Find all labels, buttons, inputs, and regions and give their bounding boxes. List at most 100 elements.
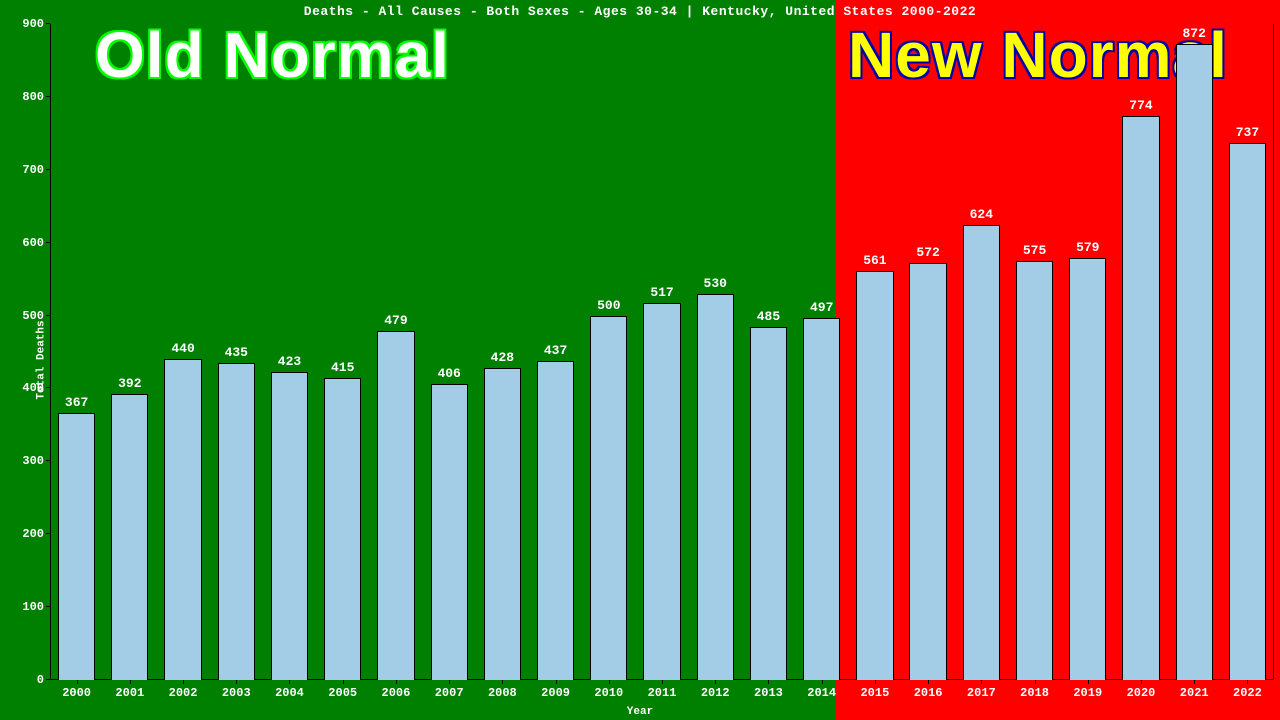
bar: 415	[324, 378, 361, 680]
bar-slot: 5002010	[582, 24, 635, 680]
bar-slot: 4792006	[369, 24, 422, 680]
bar-value-label: 415	[331, 360, 354, 375]
bar-slot: 7742020	[1114, 24, 1167, 680]
bar-value-label: 392	[118, 376, 141, 391]
x-tick-label: 2007	[435, 686, 464, 700]
x-tick-label: 2004	[275, 686, 304, 700]
bar-slot: 4282008	[476, 24, 529, 680]
bar-value-label: 437	[544, 343, 567, 358]
bar-value-label: 517	[650, 285, 673, 300]
x-tick-mark	[183, 680, 184, 684]
bar-slot: 4402002	[156, 24, 209, 680]
bar-value-label: 572	[916, 245, 939, 260]
bar-value-label: 872	[1183, 26, 1206, 41]
bar: 497	[803, 318, 840, 680]
y-tick-label: 300	[22, 454, 50, 468]
x-tick-label: 2009	[541, 686, 570, 700]
bar-value-label: 497	[810, 300, 833, 315]
bar: 406	[431, 384, 468, 680]
x-tick-mark	[130, 680, 131, 684]
bars-row: 3672000392200144020024352003423200441520…	[50, 24, 1274, 680]
x-tick-mark	[715, 680, 716, 684]
x-tick-label: 2015	[860, 686, 889, 700]
chart-container: Deaths - All Causes - Both Sexes - Ages …	[0, 0, 1280, 720]
x-tick-mark	[556, 680, 557, 684]
x-tick-label: 2002	[169, 686, 198, 700]
bar-value-label: 428	[491, 350, 514, 365]
bar-value-label: 575	[1023, 243, 1046, 258]
bar-slot: 3672000	[50, 24, 103, 680]
x-tick-label: 2005	[328, 686, 357, 700]
x-tick-mark	[396, 680, 397, 684]
x-tick-label: 2010	[594, 686, 623, 700]
x-tick-label: 2019	[1073, 686, 1102, 700]
x-tick-label: 2022	[1233, 686, 1262, 700]
y-tick-label: 600	[22, 236, 50, 250]
x-tick-mark	[1088, 680, 1089, 684]
x-tick-mark	[502, 680, 503, 684]
bar-slot: 4062007	[423, 24, 476, 680]
x-tick-label: 2021	[1180, 686, 1209, 700]
bar: 575	[1016, 261, 1053, 680]
bar: 428	[484, 368, 521, 680]
bar: 423	[271, 372, 308, 680]
y-tick-label: 100	[22, 600, 50, 614]
x-tick-label: 2017	[967, 686, 996, 700]
bar: 479	[377, 331, 414, 680]
x-tick-mark	[1141, 680, 1142, 684]
y-tick-label: 700	[22, 163, 50, 177]
y-tick-label: 200	[22, 527, 50, 541]
bar-slot: 4972014	[795, 24, 848, 680]
bar-value-label: 406	[437, 366, 460, 381]
x-tick-label: 2006	[382, 686, 411, 700]
y-tick-label: 400	[22, 381, 50, 395]
x-tick-mark	[768, 680, 769, 684]
bar-slot: 5752018	[1008, 24, 1061, 680]
bar-value-label: 479	[384, 313, 407, 328]
x-axis-label: Year	[627, 706, 653, 718]
x-tick-label: 2011	[648, 686, 677, 700]
bar-value-label: 579	[1076, 240, 1099, 255]
x-tick-mark	[662, 680, 663, 684]
bar-slot: 5172011	[635, 24, 688, 680]
chart-title: Deaths - All Causes - Both Sexes - Ages …	[0, 4, 1280, 19]
bar-value-label: 737	[1236, 125, 1259, 140]
bar-slot: 5792019	[1061, 24, 1114, 680]
x-tick-label: 2016	[914, 686, 943, 700]
x-tick-label: 2013	[754, 686, 783, 700]
bar: 774	[1122, 116, 1159, 680]
x-tick-mark	[289, 680, 290, 684]
x-tick-mark	[1247, 680, 1248, 684]
bar-slot: 4232004	[263, 24, 316, 680]
x-tick-label: 2000	[62, 686, 91, 700]
bar-slot: 7372022	[1221, 24, 1274, 680]
y-tick-label: 800	[22, 90, 50, 104]
x-tick-mark	[928, 680, 929, 684]
bar: 624	[963, 225, 1000, 680]
bar-value-label: 561	[863, 253, 886, 268]
bar-value-label: 530	[704, 276, 727, 291]
bar-value-label: 423	[278, 354, 301, 369]
x-tick-mark	[449, 680, 450, 684]
x-tick-mark	[822, 680, 823, 684]
x-tick-label: 2020	[1127, 686, 1156, 700]
x-tick-label: 2014	[807, 686, 836, 700]
x-tick-mark	[1194, 680, 1195, 684]
bar-slot: 3922001	[103, 24, 156, 680]
bar: 437	[537, 361, 574, 680]
bar: 579	[1069, 258, 1106, 680]
bar-slot: 4372009	[529, 24, 582, 680]
bar-slot: 4852013	[742, 24, 795, 680]
x-tick-mark	[981, 680, 982, 684]
bar-value-label: 435	[225, 345, 248, 360]
y-tick-label: 900	[22, 17, 50, 31]
bar: 737	[1229, 143, 1266, 680]
y-tick-label: 0	[37, 673, 50, 687]
bar-slot: 5302012	[689, 24, 742, 680]
bar: 530	[697, 294, 734, 680]
x-tick-mark	[343, 680, 344, 684]
plot-area: 0100200300400500600700800900 36720003922…	[50, 24, 1274, 680]
x-tick-label: 2012	[701, 686, 730, 700]
bar: 440	[164, 359, 201, 680]
x-tick-label: 2008	[488, 686, 517, 700]
